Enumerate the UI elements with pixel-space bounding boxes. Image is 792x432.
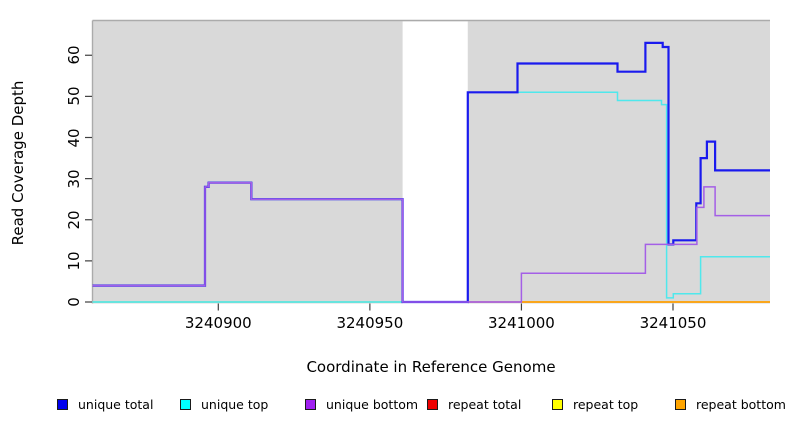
legend-label: unique total (78, 396, 154, 412)
legend-item-repeat-total: repeat total (427, 394, 521, 414)
legend-item-repeat-top: repeat top (552, 394, 638, 414)
legend-swatch-icon (57, 398, 68, 410)
x-tick-label: 3240950 (336, 314, 404, 332)
y-tick-label: 40 (65, 127, 83, 148)
legend-label: repeat top (573, 396, 639, 412)
y-tick-label: 30 (65, 169, 83, 189)
y-tick-label: 50 (65, 86, 83, 106)
x-tick-label: 3241050 (639, 314, 707, 332)
legend-swatch-icon (675, 398, 686, 410)
legend-swatch-icon (427, 398, 438, 410)
y-tick-label: 10 (65, 251, 83, 271)
y-tick-label: 60 (65, 45, 83, 65)
x-axis-title: Coordinate in Reference Genome (306, 358, 556, 376)
legend-item-unique-bottom: unique bottom (305, 394, 418, 414)
legend-label: unique top (201, 396, 269, 412)
legend-item-repeat-bottom: repeat bottom (675, 394, 786, 414)
x-tick-label: 3240900 (184, 314, 252, 332)
coverage-gap-region (402, 21, 468, 304)
legend: unique total unique top unique bottom repea… (0, 394, 792, 416)
legend-item-unique-total: unique total (57, 394, 153, 414)
legend-label: repeat bottom (696, 396, 786, 412)
legend-label: repeat total (448, 396, 522, 412)
series-line-unique-bottom (92, 181, 770, 303)
legend-item-unique-top: unique top (180, 394, 268, 414)
x-tick-label: 3241000 (488, 314, 555, 332)
legend-swatch-icon (552, 398, 563, 410)
y-tick-label: 0 (65, 297, 83, 307)
legend-label: unique bottom (326, 396, 419, 412)
y-axis-title: Read Coverage Depth (9, 80, 27, 246)
legend-swatch-icon (305, 398, 316, 410)
y-tick-label: 20 (65, 210, 83, 230)
legend-swatch-icon (180, 398, 191, 410)
